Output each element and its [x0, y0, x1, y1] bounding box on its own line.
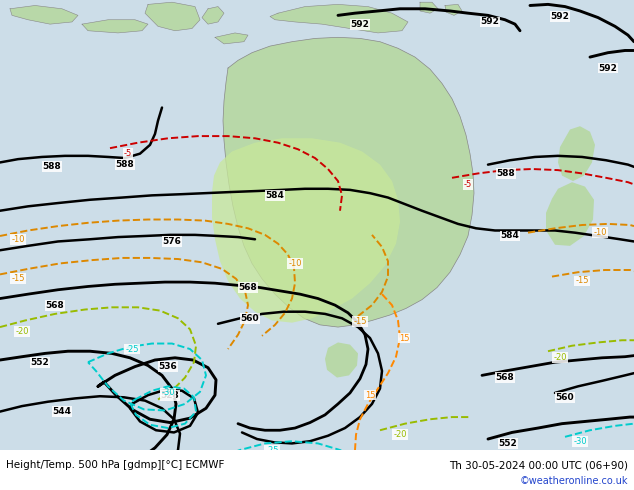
Text: -30: -30: [161, 389, 175, 397]
Text: 584: 584: [501, 231, 519, 241]
Text: Th 30-05-2024 00:00 UTC (06+90): Th 30-05-2024 00:00 UTC (06+90): [449, 460, 628, 470]
Text: Height/Temp. 500 hPa [gdmp][°C] ECMWF: Height/Temp. 500 hPa [gdmp][°C] ECMWF: [6, 460, 224, 470]
Polygon shape: [325, 343, 358, 378]
Text: 588: 588: [496, 169, 515, 178]
Polygon shape: [420, 2, 438, 13]
Text: 588: 588: [115, 160, 134, 169]
Text: 592: 592: [598, 64, 618, 73]
Text: ©weatheronline.co.uk: ©weatheronline.co.uk: [519, 476, 628, 486]
Polygon shape: [445, 4, 462, 15]
Text: -20: -20: [393, 430, 407, 439]
Text: -25: -25: [126, 344, 139, 353]
Text: 552: 552: [30, 358, 49, 367]
Text: -20: -20: [553, 353, 567, 362]
Text: 520: 520: [295, 467, 314, 476]
Text: -15: -15: [353, 317, 366, 326]
Text: -25: -25: [48, 469, 61, 479]
Text: -5: -5: [464, 180, 472, 189]
Text: 15: 15: [365, 391, 375, 400]
Text: -15: -15: [11, 274, 25, 283]
Text: -10: -10: [11, 235, 25, 244]
Text: 568: 568: [496, 373, 514, 382]
Text: -10: -10: [593, 228, 607, 237]
Text: 15: 15: [399, 334, 410, 343]
Text: 560: 560: [555, 393, 574, 402]
Text: 576: 576: [162, 237, 181, 246]
Text: 568: 568: [46, 301, 65, 310]
Polygon shape: [270, 4, 408, 33]
Text: -20: -20: [15, 327, 29, 336]
Text: 592: 592: [351, 20, 370, 28]
Text: -30: -30: [573, 437, 587, 446]
Text: 536: 536: [158, 362, 178, 371]
Text: 584: 584: [266, 191, 285, 200]
Polygon shape: [212, 138, 400, 323]
Text: 592: 592: [481, 18, 500, 26]
Polygon shape: [202, 6, 224, 24]
Polygon shape: [145, 2, 200, 31]
Text: -25: -25: [265, 445, 279, 455]
Text: -15: -15: [575, 276, 589, 286]
Polygon shape: [82, 20, 148, 33]
Text: -10: -10: [288, 259, 302, 268]
Polygon shape: [558, 126, 595, 181]
Text: -5: -5: [124, 149, 132, 158]
Polygon shape: [10, 5, 78, 24]
Polygon shape: [546, 182, 594, 246]
Polygon shape: [223, 37, 474, 327]
Text: 544: 544: [531, 478, 550, 488]
Text: 528: 528: [160, 391, 179, 400]
Text: 560: 560: [241, 314, 259, 323]
Polygon shape: [215, 33, 248, 44]
Text: 568: 568: [238, 283, 257, 292]
Text: 592: 592: [550, 12, 569, 21]
Text: 552: 552: [498, 439, 517, 448]
Text: 544: 544: [53, 407, 72, 416]
Text: 588: 588: [42, 162, 61, 171]
